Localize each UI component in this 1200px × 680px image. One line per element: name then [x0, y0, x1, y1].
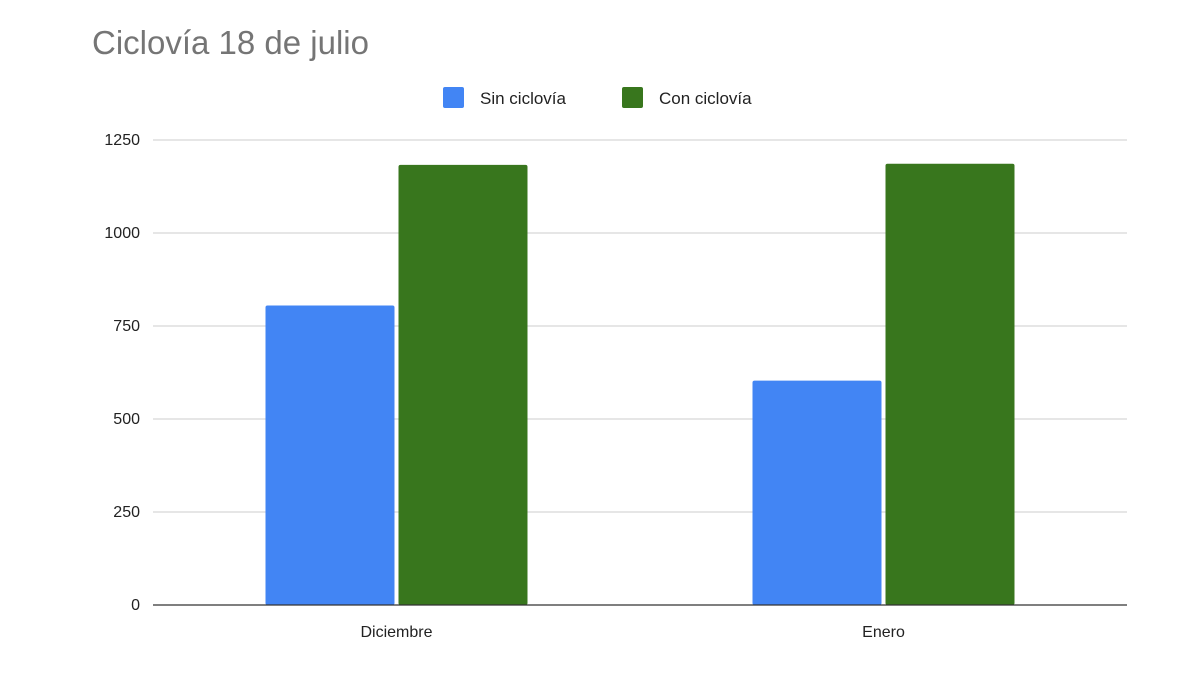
bar-con-ciclovia-diciembre: [398, 164, 528, 605]
legend-label-sin-ciclovia: Sin ciclovía: [480, 89, 567, 108]
y-tick-label: 750: [113, 318, 140, 335]
bars: [265, 163, 1015, 606]
y-tick-label: 1250: [104, 132, 140, 149]
bar-sin-ciclovia-enero: [752, 380, 882, 605]
legend: Sin ciclovía Con ciclovía: [443, 87, 752, 108]
legend-swatch-con-ciclovia: [622, 87, 643, 108]
y-tick-label: 250: [113, 504, 140, 521]
x-category-label: Enero: [862, 624, 905, 641]
bar-sin-ciclovia-diciembre: [265, 305, 395, 605]
legend-swatch-sin-ciclovia: [443, 87, 464, 108]
y-axis-tick-labels: 0 250 500 750 1000 1250: [104, 132, 140, 614]
chart-title: Ciclovía 18 de julio: [92, 24, 369, 61]
x-category-label: Diciembre: [360, 624, 432, 641]
y-tick-label: 0: [131, 597, 140, 614]
bar-con-ciclovia-enero: [885, 163, 1015, 606]
y-tick-label: 500: [113, 411, 140, 428]
legend-label-con-ciclovia: Con ciclovía: [659, 89, 752, 108]
x-axis-category-labels: Diciembre Enero: [360, 624, 904, 641]
y-tick-label: 1000: [104, 225, 140, 242]
